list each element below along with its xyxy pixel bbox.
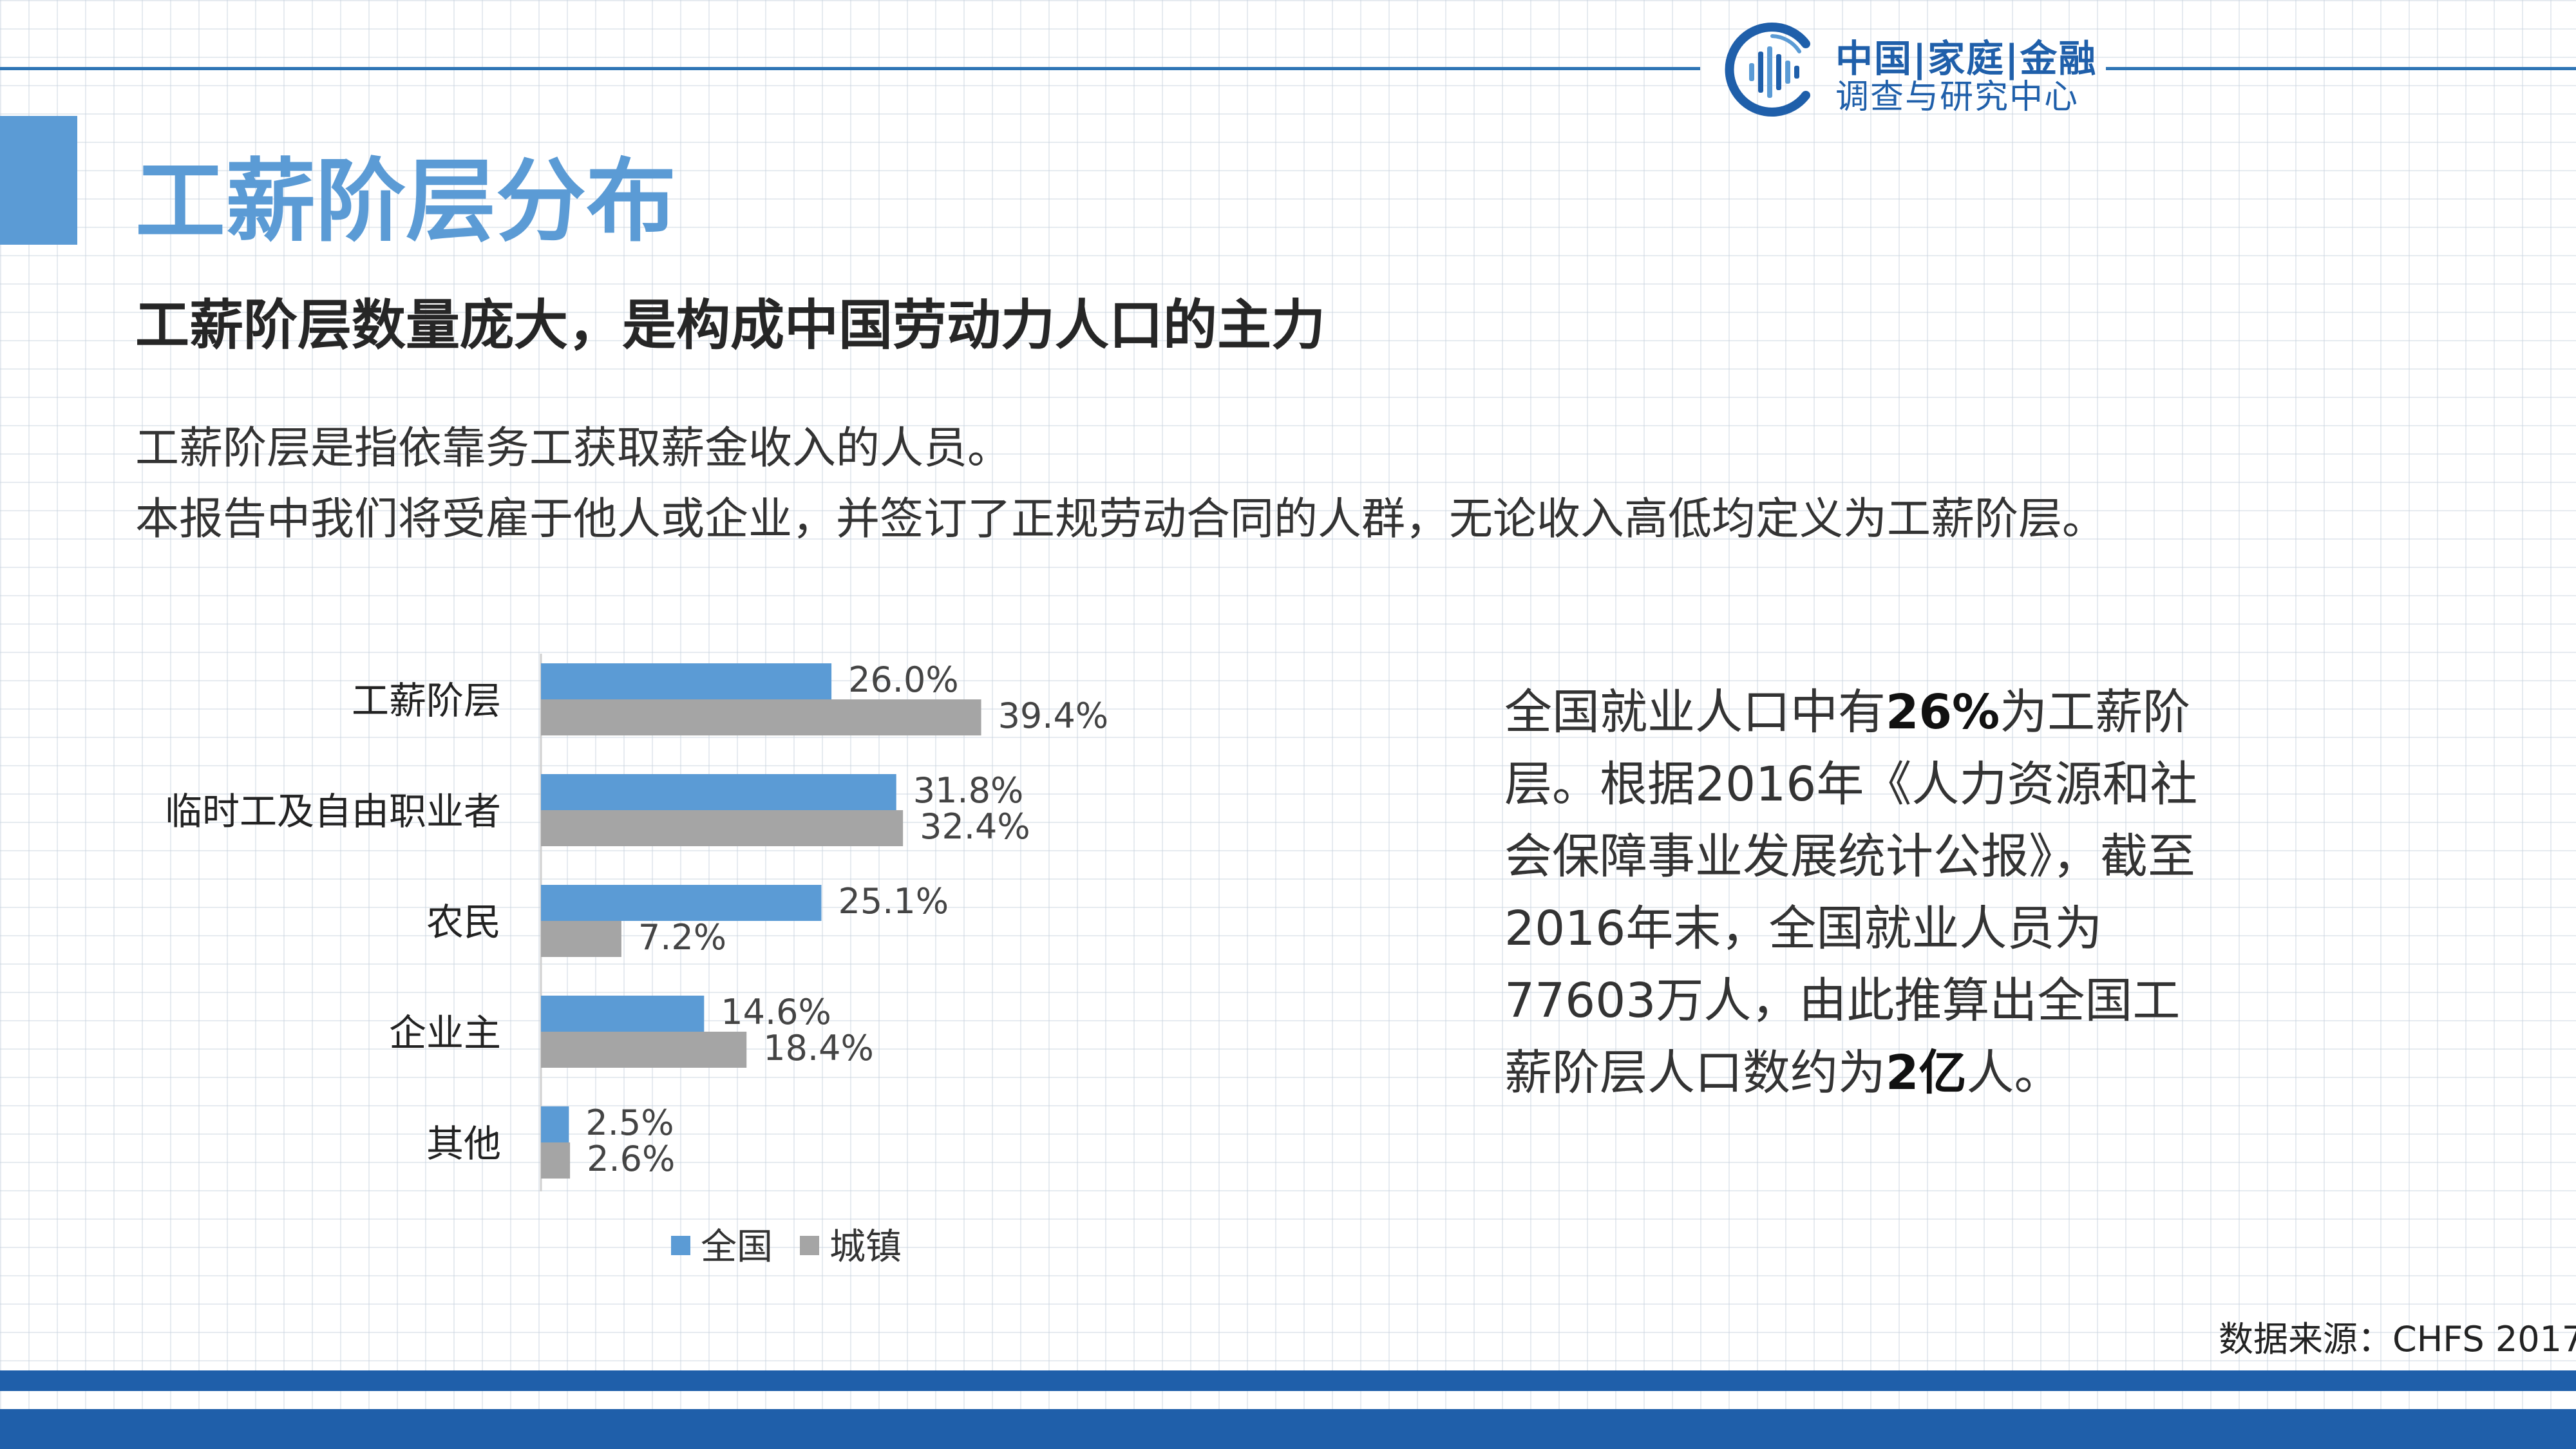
definition-line-1: 工薪阶层是指依靠务工获取薪金收入的人员。 [135, 423, 1012, 474]
bar-nation [541, 1106, 569, 1142]
data-label: 2.5% [585, 1103, 674, 1143]
bar-nation [541, 996, 705, 1032]
bar-nation [541, 774, 896, 810]
category-label: 临时工及自由职业者 [165, 790, 501, 833]
bar-chart: 工薪阶层 26.0% 39.4% 临时工及自由职业者 31.8%32.4% 农民 25.1%… [165, 654, 1109, 1268]
summary-highlight-percent: 26% [1886, 685, 2000, 740]
title-accent-bar [0, 116, 77, 245]
footer-band-upper [0, 1370, 2576, 1391]
bar-urban [541, 699, 981, 735]
data-label: 2.6% [587, 1139, 675, 1179]
legend-label: 全国 [701, 1226, 773, 1268]
definition-line-2: 本报告中我们将受雇于他人或企业，并签订了正规劳动合同的人群，无论收入高低均定义为… [135, 494, 2107, 545]
category-label: 其他 [426, 1122, 501, 1166]
summary-text-part-1: 全国就业人口中有 [1504, 685, 1886, 740]
category-label: 农民 [426, 900, 501, 944]
chfs-logo-icon [1725, 23, 1810, 117]
data-label: 26.0% [848, 659, 959, 700]
summary-text: 全国就业人口中有26%为工薪阶层。根据2016年《人力资源和社会保障事业发展统计… [1504, 676, 2200, 1109]
summary-highlight-count: 2亿 [1886, 1045, 1967, 1101]
category-label: 企业主 [389, 1011, 501, 1055]
category-label: 工薪阶层 [352, 679, 501, 723]
data-label: 25.1% [838, 881, 949, 922]
data-source: 数据来源：CHFS 2017 [2219, 1319, 2576, 1359]
bar-urban [541, 1032, 747, 1068]
page-title: 工薪阶层分布 [135, 149, 677, 254]
data-label: 39.4% [998, 696, 1109, 736]
header-rule-left [0, 67, 1700, 70]
data-label: 32.4% [920, 806, 1030, 847]
bar-urban [541, 921, 621, 957]
legend-swatch-urban [800, 1236, 819, 1255]
bar-urban [541, 810, 904, 846]
data-label: 7.2% [638, 917, 726, 958]
bar-nation [541, 663, 832, 699]
summary-text-part-2: 为工薪阶层。根据2016年《人力资源和社会保障事业发展统计公报》，截至2016年… [1504, 685, 2198, 1101]
summary-text-part-3: 人。 [1966, 1045, 2062, 1101]
data-label: 31.8% [913, 770, 1024, 811]
bar-nation [541, 885, 822, 921]
page-subtitle: 工薪阶层数量庞大，是构成中国劳动力人口的主力 [135, 294, 1326, 357]
brand-name-line2: 调查与研究中心 [1835, 78, 2079, 117]
brand-name-line1: 中国|家庭|金融 [1835, 37, 2098, 80]
data-label: 14.6% [721, 992, 831, 1032]
legend-label: 城镇 [829, 1226, 902, 1268]
header-rule-right [2106, 67, 2576, 70]
legend-swatch-nation [671, 1236, 690, 1255]
bar-urban [541, 1142, 571, 1179]
footer-band-lower [0, 1409, 2576, 1449]
data-label: 18.4% [763, 1028, 874, 1068]
